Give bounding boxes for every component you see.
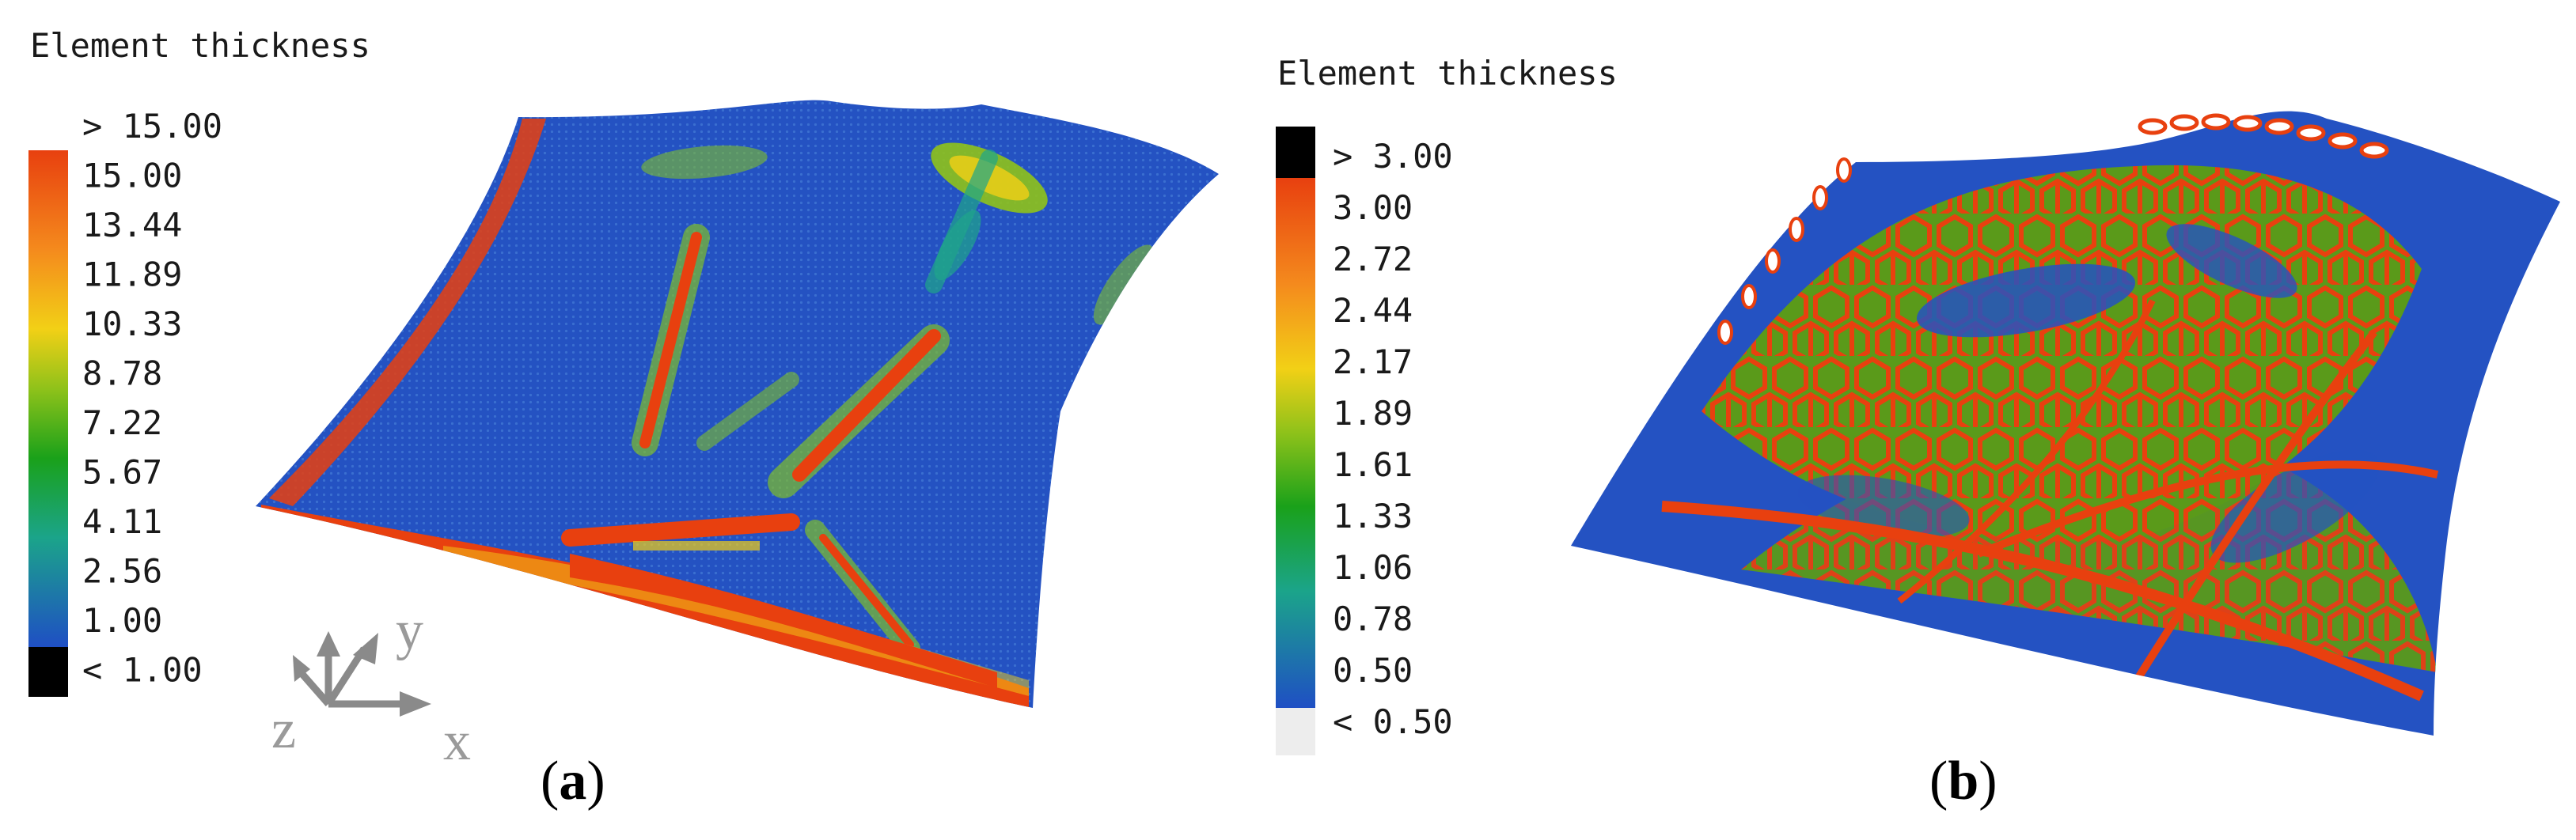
above-range-swatch-b (1276, 127, 1315, 178)
axis-label-z: z (271, 699, 296, 760)
legend-a-tick-label-10: 1.00 (82, 601, 162, 640)
legend-b-tick-label-3: 2.44 (1333, 291, 1413, 330)
color-scale-b (1276, 127, 1315, 755)
legend-a-tick-label-1: 15.00 (82, 157, 182, 195)
legend-b-tick-label-4: 2.17 (1333, 342, 1413, 381)
thickness-surface-a (256, 100, 1219, 708)
legend-b-tick-label-1: 3.00 (1333, 188, 1413, 227)
legend-a-tick-label-0: > 15.00 (82, 107, 222, 146)
legend-a-tick-label-4: 10.33 (82, 305, 182, 343)
legend-b-tick-label-5: 1.89 (1333, 394, 1413, 433)
legend-b-tick-label-9: 0.78 (1333, 600, 1413, 638)
legend-a-tick-label-3: 11.89 (82, 255, 182, 294)
color-gradient-bar-a (28, 150, 68, 647)
legend-b-tick-label-0: > 3.00 (1333, 137, 1453, 176)
color-gradient-bar-b (1276, 178, 1315, 708)
below-range-swatch-b (1276, 708, 1315, 755)
panel-b: Element thickness > 3.00 3.00 2.72 2.44 2.17… (1276, 54, 2560, 812)
below-range-swatch-a (28, 647, 68, 697)
axis-label-x: x (443, 711, 471, 772)
legend-b-tick-label-8: 1.06 (1333, 548, 1413, 587)
axis-triad: y x z (271, 600, 471, 772)
axis-label-y: y (396, 600, 423, 661)
legend-a-tick-label-8: 4.11 (82, 502, 162, 541)
legend-b-tick-label-10: 0.50 (1333, 651, 1413, 690)
legend-a-tick-label-6: 7.22 (82, 403, 162, 442)
legend-b-tick-label-7: 1.33 (1333, 497, 1413, 535)
caption-a: (a) (541, 751, 605, 812)
legend-a-tick-label-5: 8.78 (82, 354, 162, 393)
legend-title-a: Element thickness (30, 26, 370, 65)
legend-b-tick-label-11: < 0.50 (1333, 702, 1453, 741)
legend-a-tick-label-9: 2.56 (82, 552, 162, 591)
panel-a: Element thickness > 15.00 15.00 13.44 11.89… (28, 26, 1219, 812)
legend-title-b: Element thickness (1277, 54, 1618, 93)
legend-a-tick-label-11: < 1.00 (82, 651, 203, 690)
legend-a-tick-label-7: 5.67 (82, 453, 162, 492)
thickness-surface-b (1571, 111, 2560, 736)
legend-a-tick-label-2: 13.44 (82, 206, 182, 244)
legend-b-tick-label-6: 1.61 (1333, 445, 1413, 484)
color-scale-a (28, 150, 68, 697)
legend-b-tick-label-2: 2.72 (1333, 240, 1413, 278)
caption-b: (b) (1929, 751, 1997, 812)
